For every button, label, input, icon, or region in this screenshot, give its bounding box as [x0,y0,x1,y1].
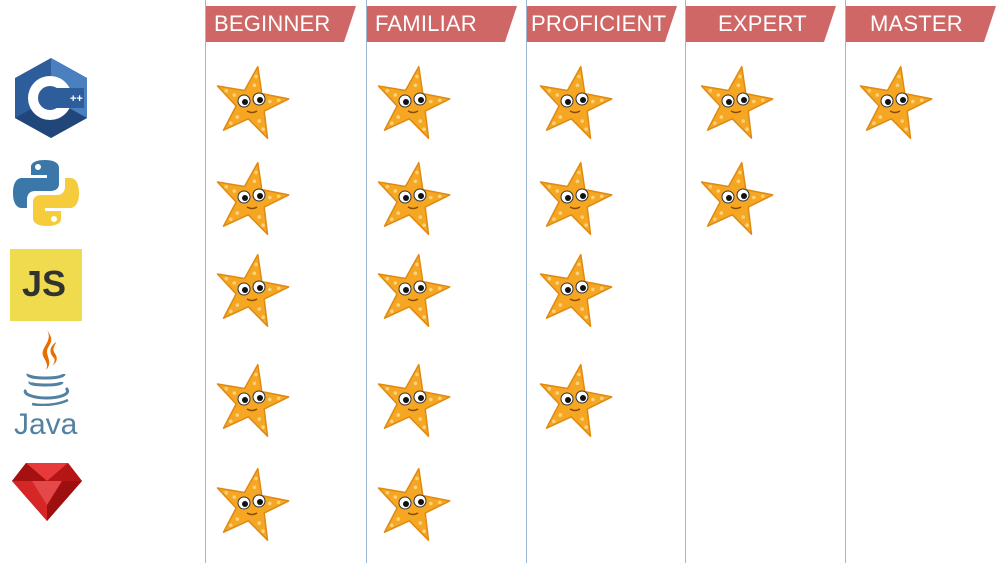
header-master: MASTER [846,6,996,42]
ruby-logo-icon [10,461,84,523]
java-logo-icon: Java [14,328,78,442]
cpp-logo-plus-text: ++ [70,93,83,105]
starfish-rating-icon [852,64,936,140]
starfish-rating-icon [370,160,454,236]
starfish-rating-icon [209,466,293,542]
column-divider [366,0,367,563]
starfish-rating-icon [209,64,293,140]
java-logo-text: Java [14,408,78,441]
starfish-rating-icon [532,252,616,328]
column-divider [205,0,206,563]
cpp-logo-icon: ++ [14,57,88,139]
starfish-rating-icon [532,160,616,236]
column-divider [845,0,846,563]
starfish-rating-icon [209,362,293,438]
column-divider [685,0,686,563]
starfish-rating-icon [209,252,293,328]
starfish-rating-icon [693,64,777,140]
python-logo-icon [12,158,80,228]
header-expert: EXPERT [686,6,836,42]
header-beginner: BEGINNER [206,6,356,42]
starfish-rating-icon [370,362,454,438]
starfish-rating-icon [209,160,293,236]
js-logo-text: JS [22,263,67,304]
starfish-rating-icon [532,362,616,438]
starfish-rating-icon [370,64,454,140]
starfish-rating-icon [370,466,454,542]
header-proficient: PROFICIENT [527,6,677,42]
starfish-rating-icon [532,64,616,140]
column-divider [526,0,527,563]
starfish-rating-icon [693,160,777,236]
starfish-rating-icon [370,252,454,328]
javascript-logo-icon: JS [10,249,82,321]
header-familiar: FAMILIAR [367,6,517,42]
